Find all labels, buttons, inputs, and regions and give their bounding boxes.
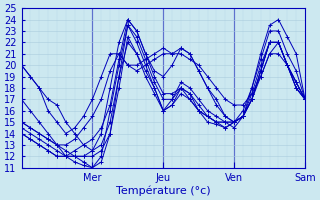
X-axis label: Température (°c): Température (°c): [116, 185, 211, 196]
